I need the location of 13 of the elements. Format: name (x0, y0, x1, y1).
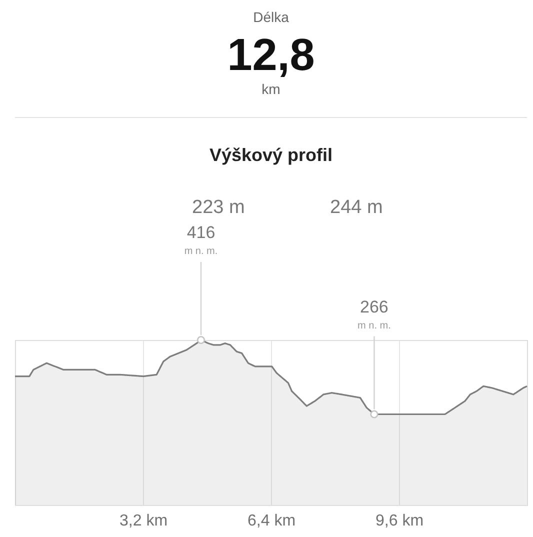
text: m n. m. (184, 246, 218, 257)
x-tick-label: 6,4 km (247, 512, 296, 530)
x-tick-label: 3,2 km (119, 512, 168, 530)
annotation: 416 (186, 223, 216, 242)
annotation: 266 (360, 297, 388, 316)
text: 223 m (192, 197, 245, 218)
chart-title: Výškový profil (209, 145, 333, 165)
text: m n. m. (358, 320, 391, 332)
text: 244 m (330, 197, 383, 218)
text: Délka (253, 9, 290, 25)
text: km (262, 81, 280, 97)
x-tick-label: 9,6 km (375, 512, 424, 530)
text: 12,8 (227, 29, 315, 80)
